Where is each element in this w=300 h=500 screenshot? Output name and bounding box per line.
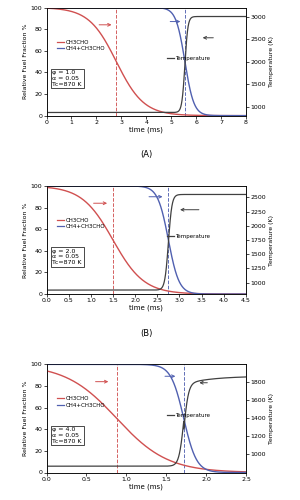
X-axis label: time (ms): time (ms) — [129, 126, 163, 132]
Y-axis label: Relative Fuel Fraction %: Relative Fuel Fraction % — [23, 24, 28, 100]
X-axis label: time (ms): time (ms) — [129, 304, 163, 311]
Text: φ = 4.0
α = 0.05
Tc=870 K: φ = 4.0 α = 0.05 Tc=870 K — [52, 427, 82, 444]
Y-axis label: Temperature (K): Temperature (K) — [268, 36, 274, 87]
Text: φ = 1.0
α = 0.05
Tc=870 K: φ = 1.0 α = 0.05 Tc=870 K — [52, 70, 82, 87]
Legend: Temperature: Temperature — [165, 410, 213, 420]
Text: (A): (A) — [140, 150, 152, 159]
Y-axis label: Relative Fuel Fraction %: Relative Fuel Fraction % — [23, 380, 28, 456]
Legend: CH3CHO, CH4+CH3CHO: CH3CHO, CH4+CH3CHO — [55, 38, 108, 53]
Y-axis label: Temperature (K): Temperature (K) — [268, 393, 274, 444]
Legend: Temperature: Temperature — [165, 54, 213, 63]
Y-axis label: Temperature (K): Temperature (K) — [269, 214, 274, 266]
Y-axis label: Relative Fuel Fraction %: Relative Fuel Fraction % — [23, 202, 28, 278]
Legend: CH3CHO, CH4+CH3CHO: CH3CHO, CH4+CH3CHO — [55, 394, 108, 409]
Legend: CH3CHO, CH4+CH3CHO: CH3CHO, CH4+CH3CHO — [55, 216, 108, 232]
X-axis label: time (ms): time (ms) — [129, 483, 163, 490]
Legend: Temperature: Temperature — [165, 232, 213, 241]
Text: φ = 2.0
α = 0.05
Tc=870 K: φ = 2.0 α = 0.05 Tc=870 K — [52, 248, 82, 266]
Text: (B): (B) — [140, 328, 152, 338]
